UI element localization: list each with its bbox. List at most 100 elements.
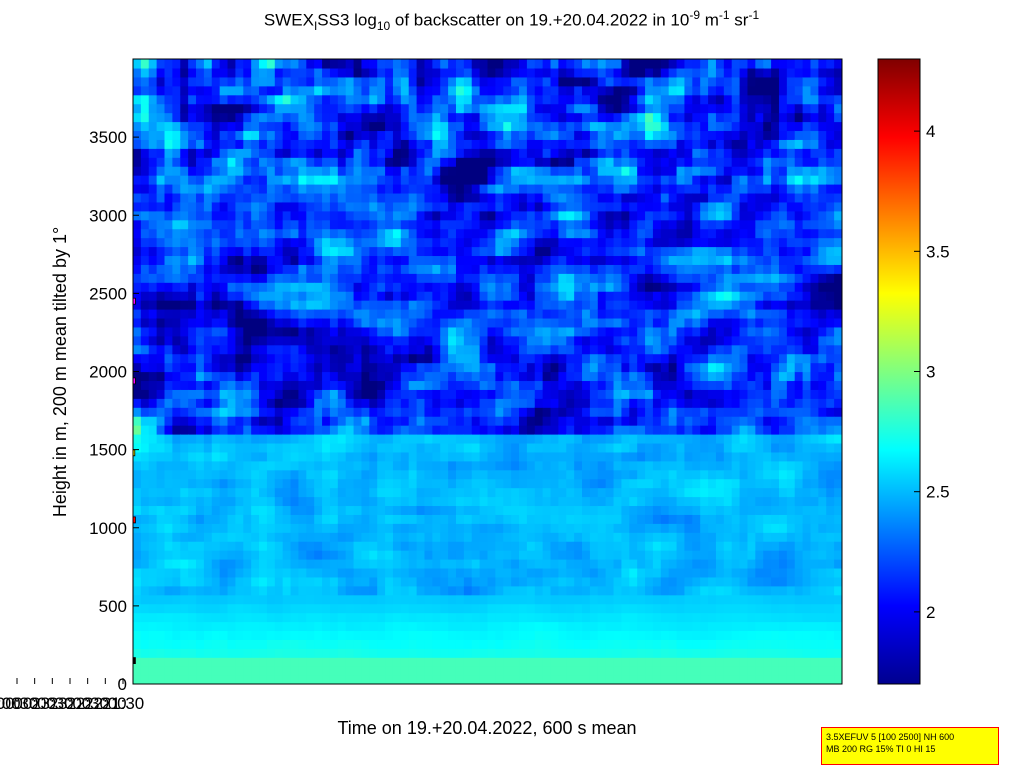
heatmap-cell <box>550 326 559 337</box>
heatmap-cell <box>471 460 481 471</box>
heatmap-cell <box>345 103 355 114</box>
heatmap-cell <box>203 648 213 658</box>
heatmap-cell <box>133 389 142 399</box>
heatmap-cell <box>148 550 158 560</box>
heatmap-cell <box>133 666 142 676</box>
heatmap-cell <box>180 219 189 230</box>
heatmap-cell <box>203 219 213 230</box>
heatmap-cell <box>660 675 670 684</box>
heatmap-cell <box>306 317 315 328</box>
heatmap-cell <box>148 496 158 507</box>
heatmap-cell <box>227 309 237 319</box>
heatmap-cell <box>448 67 457 78</box>
heatmap-cell <box>684 121 693 132</box>
heatmap-cell <box>392 594 402 605</box>
heatmap-cell <box>385 675 394 684</box>
heatmap-cell <box>133 612 142 623</box>
heatmap-cell <box>290 550 300 560</box>
heatmap-cell <box>424 657 433 667</box>
heatmap-cell <box>180 541 189 551</box>
heatmap-cell <box>495 523 504 533</box>
heatmap-cell <box>235 362 244 373</box>
heatmap-cell <box>345 282 355 292</box>
heatmap-cell <box>676 166 686 176</box>
heatmap-cell <box>385 282 394 292</box>
heatmap-cell <box>582 59 591 69</box>
heatmap-cell <box>140 67 150 78</box>
heatmap-cell <box>408 630 418 640</box>
heatmap-cell <box>156 121 166 132</box>
heatmap-cell <box>629 300 638 310</box>
heatmap-cell <box>519 514 528 524</box>
heatmap-cell <box>377 416 386 426</box>
heatmap-cell <box>282 567 292 578</box>
heatmap-cell <box>188 612 197 623</box>
heatmap-cell <box>314 594 323 605</box>
heatmap-cell <box>329 469 339 480</box>
heatmap-cell <box>219 344 229 355</box>
heatmap-cell <box>164 416 173 426</box>
heatmap-cell <box>306 264 315 274</box>
heatmap-cell <box>211 559 221 569</box>
heatmap-cell <box>329 112 339 123</box>
heatmap-cell <box>337 451 347 462</box>
heatmap-cell <box>416 398 426 408</box>
heatmap-cell <box>645 85 654 96</box>
heatmap-cell <box>550 335 559 346</box>
heatmap-cell <box>219 103 229 114</box>
heatmap-cell <box>440 139 449 149</box>
heatmap-cell <box>203 469 213 480</box>
heatmap-cell <box>597 335 607 346</box>
heatmap-cell <box>235 451 244 462</box>
heatmap-cell <box>203 264 213 274</box>
heatmap-cell <box>290 434 300 444</box>
heatmap-cell <box>148 371 158 382</box>
heatmap-cell <box>140 514 150 524</box>
heatmap-cell <box>133 67 142 78</box>
heatmap-cell <box>188 201 197 212</box>
heatmap-cell <box>424 175 433 185</box>
heatmap-cell <box>196 576 205 587</box>
heatmap-cell <box>219 496 229 507</box>
heatmap-cell <box>211 603 221 614</box>
heatmap-cell <box>519 621 528 632</box>
heatmap-cell <box>164 505 173 515</box>
heatmap <box>133 59 842 684</box>
heatmap-cell <box>227 344 237 355</box>
heatmap-cell <box>235 94 244 105</box>
heatmap-cell <box>243 148 252 158</box>
heatmap-cell <box>613 273 623 283</box>
heatmap-cell <box>652 425 662 435</box>
heatmap-cell <box>385 407 394 417</box>
heatmap-cell <box>542 344 552 355</box>
heatmap-cell <box>196 407 205 417</box>
heatmap-cell <box>345 85 355 96</box>
heatmap-cell <box>251 630 260 640</box>
heatmap-cell <box>353 246 363 257</box>
heatmap-cell <box>306 550 315 560</box>
heatmap-cell <box>519 496 528 507</box>
heatmap-cell <box>424 567 433 578</box>
heatmap-cell <box>274 567 284 578</box>
heatmap-cell <box>621 585 630 596</box>
heatmap-cell <box>526 67 536 78</box>
heatmap-cell <box>243 291 252 301</box>
heatmap-cell <box>282 59 292 69</box>
heatmap-cell <box>613 469 623 480</box>
heatmap-cell <box>314 219 323 230</box>
heatmap-cell <box>652 291 662 301</box>
heatmap-cell <box>479 380 489 390</box>
heatmap-cell <box>408 246 418 257</box>
heatmap-cell <box>377 94 386 105</box>
heatmap-cell <box>660 657 670 667</box>
heatmap-cell <box>589 594 599 605</box>
heatmap-cell <box>495 487 504 498</box>
heatmap-cell <box>534 648 544 658</box>
heatmap-cell <box>566 496 575 507</box>
heatmap-cell <box>361 157 370 167</box>
heatmap-cell <box>629 541 638 551</box>
heatmap-cell <box>558 666 567 676</box>
heatmap-cell <box>392 559 402 569</box>
heatmap-cell <box>235 112 244 123</box>
heatmap-cell <box>550 210 559 221</box>
